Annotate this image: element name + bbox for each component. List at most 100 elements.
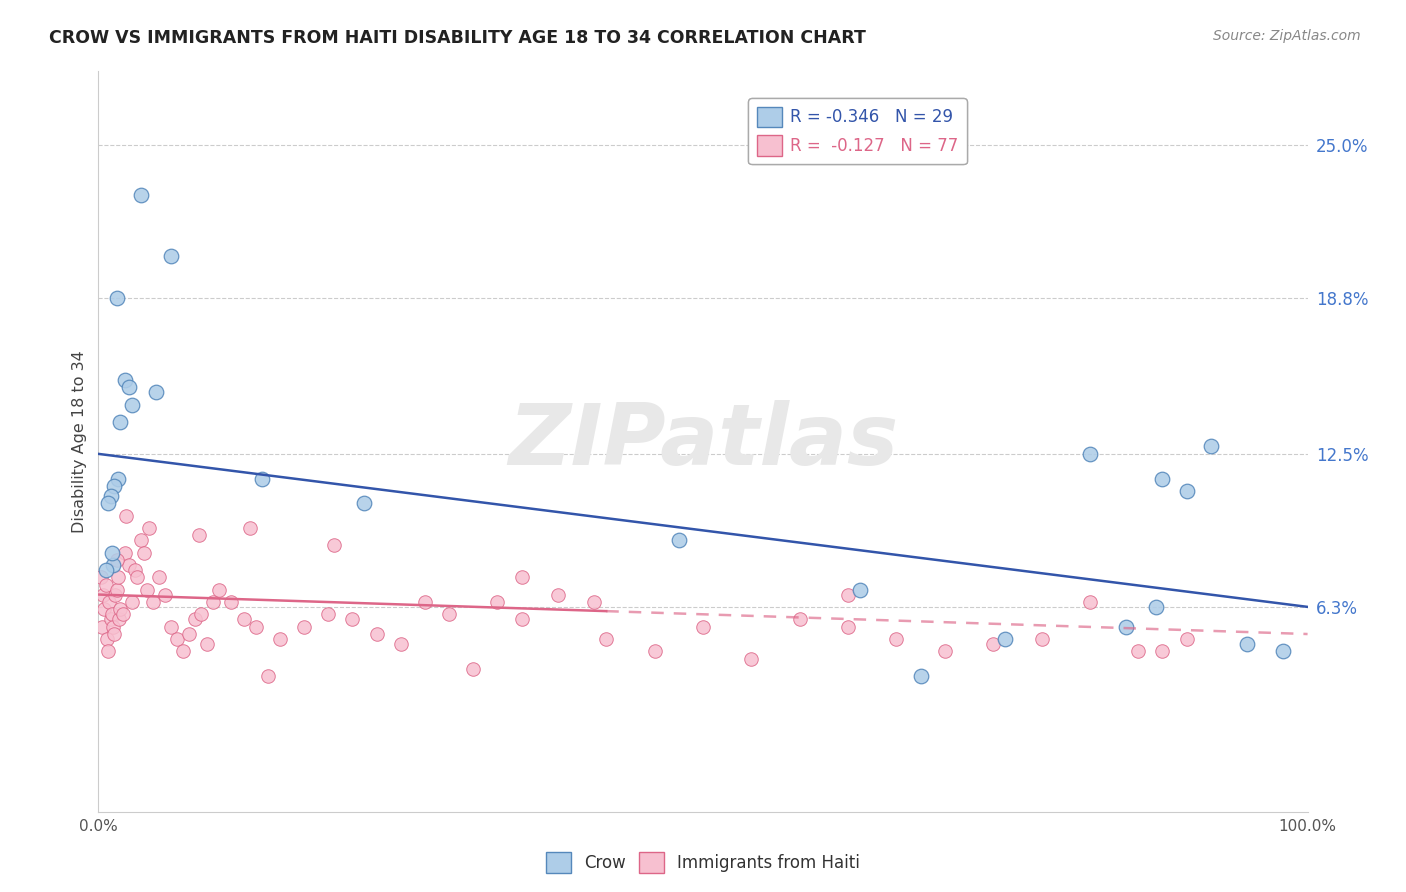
Point xyxy=(1272,644,1295,658)
Point xyxy=(103,627,125,641)
Point xyxy=(153,588,176,602)
Point xyxy=(160,619,183,633)
Point xyxy=(127,570,149,584)
Point xyxy=(118,558,141,572)
Point xyxy=(107,570,129,584)
Point xyxy=(114,373,136,387)
Point xyxy=(740,651,762,665)
Legend: R = -0.346   N = 29, R =  -0.127   N = 77: R = -0.346 N = 29, R = -0.127 N = 77 xyxy=(748,98,967,164)
Point xyxy=(1078,447,1101,461)
Point xyxy=(103,479,125,493)
Point xyxy=(413,595,436,609)
Point xyxy=(100,489,122,503)
Point xyxy=(583,595,606,609)
Point xyxy=(100,612,122,626)
Point xyxy=(292,619,315,633)
Point xyxy=(510,612,533,626)
Point xyxy=(1199,440,1222,454)
Text: Source: ZipAtlas.com: Source: ZipAtlas.com xyxy=(1213,29,1361,43)
Point xyxy=(101,619,124,633)
Point xyxy=(837,588,859,602)
Point xyxy=(886,632,908,646)
Point xyxy=(910,669,932,683)
Point xyxy=(124,563,146,577)
Point xyxy=(389,637,412,651)
Text: CROW VS IMMIGRANTS FROM HAITI DISABILITY AGE 18 TO 34 CORRELATION CHART: CROW VS IMMIGRANTS FROM HAITI DISABILITY… xyxy=(49,29,866,46)
Point xyxy=(202,595,225,609)
Point xyxy=(1175,483,1198,498)
Text: ZIPatlas: ZIPatlas xyxy=(508,400,898,483)
Point xyxy=(111,607,134,622)
Point xyxy=(104,588,127,602)
Point xyxy=(1236,637,1258,651)
Point xyxy=(108,602,131,616)
Point xyxy=(187,528,209,542)
Point xyxy=(668,533,690,548)
Point xyxy=(129,533,152,548)
Point xyxy=(90,570,112,584)
Point xyxy=(179,627,201,641)
Point xyxy=(1152,471,1174,485)
Point xyxy=(463,662,485,676)
Point xyxy=(208,582,231,597)
Point xyxy=(166,632,188,646)
Point xyxy=(91,588,114,602)
Point xyxy=(100,545,122,560)
Point xyxy=(323,538,346,552)
Point xyxy=(934,644,956,658)
Point xyxy=(160,249,183,264)
Point xyxy=(1146,599,1168,614)
Point xyxy=(114,545,136,560)
Point xyxy=(94,577,117,591)
Point xyxy=(107,471,129,485)
Point xyxy=(100,607,122,622)
Point xyxy=(134,545,156,560)
Point xyxy=(221,595,243,609)
Point xyxy=(644,644,666,658)
Point xyxy=(437,607,460,622)
Point xyxy=(981,637,1004,651)
Point xyxy=(1115,619,1137,633)
Point xyxy=(1078,595,1101,609)
Point xyxy=(1175,632,1198,646)
Point xyxy=(789,612,811,626)
Point xyxy=(342,612,364,626)
Point xyxy=(547,588,569,602)
Point xyxy=(93,602,115,616)
Point xyxy=(1128,644,1150,658)
Point xyxy=(94,563,117,577)
Point xyxy=(129,187,152,202)
Point xyxy=(250,471,273,485)
Point xyxy=(366,627,388,641)
Point xyxy=(195,637,218,651)
Point xyxy=(269,632,291,646)
Point xyxy=(118,380,141,394)
Point xyxy=(232,612,254,626)
Point xyxy=(145,385,167,400)
Y-axis label: Disability Age 18 to 34: Disability Age 18 to 34 xyxy=(72,351,87,533)
Point xyxy=(353,496,375,510)
Point xyxy=(96,632,118,646)
Point xyxy=(148,570,170,584)
Point xyxy=(101,558,124,572)
Legend: Crow, Immigrants from Haiti: Crow, Immigrants from Haiti xyxy=(538,846,868,880)
Point xyxy=(135,582,157,597)
Point xyxy=(97,496,120,510)
Point xyxy=(256,669,278,683)
Point xyxy=(121,398,143,412)
Point xyxy=(1152,644,1174,658)
Point xyxy=(316,607,339,622)
Point xyxy=(172,644,194,658)
Point xyxy=(510,570,533,584)
Point xyxy=(121,595,143,609)
Point xyxy=(239,521,262,535)
Point xyxy=(105,292,128,306)
Point xyxy=(91,619,114,633)
Point xyxy=(138,521,160,535)
Point xyxy=(184,612,207,626)
Point xyxy=(486,595,509,609)
Point xyxy=(994,632,1017,646)
Point xyxy=(849,582,872,597)
Point xyxy=(190,607,212,622)
Point xyxy=(108,612,131,626)
